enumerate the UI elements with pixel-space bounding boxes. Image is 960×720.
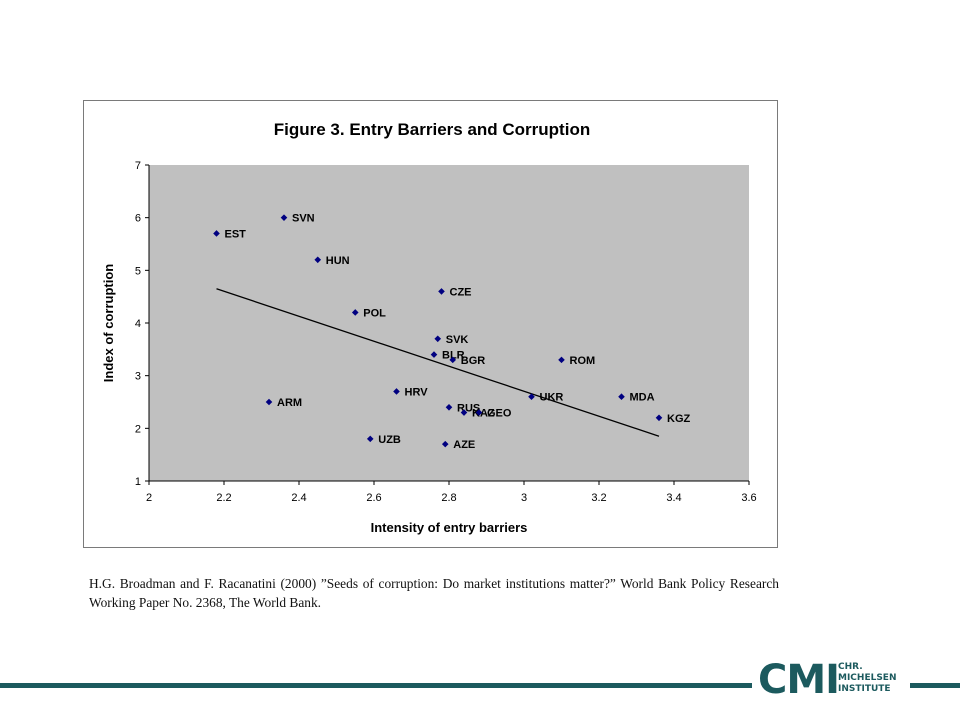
data-point-hun: HUN bbox=[314, 255, 350, 267]
data-point-blr: BLR bbox=[430, 350, 465, 362]
x-tick-label: 2.4 bbox=[291, 492, 306, 504]
point-label: BLR bbox=[442, 350, 465, 362]
footer-rule-left bbox=[0, 683, 752, 688]
point-label: POL bbox=[363, 307, 386, 319]
point-label: KGZ bbox=[667, 413, 691, 425]
point-label: CZE bbox=[450, 286, 472, 298]
x-tick-label: 3.6 bbox=[741, 492, 756, 504]
point-label: GEO bbox=[487, 408, 512, 420]
x-tick-label: 3 bbox=[521, 492, 527, 504]
x-axis-label: Intensity of entry barriers bbox=[371, 520, 528, 535]
point-label: SVN bbox=[292, 213, 315, 225]
logo-text: CHR. MICHELSEN INSTITUTE bbox=[838, 662, 897, 695]
data-point-geo: GEO bbox=[475, 408, 512, 420]
figure-frame: Figure 3. Entry Barriers and Corruption … bbox=[83, 100, 778, 548]
footer-rule-right bbox=[910, 683, 960, 688]
data-point-mda: MDA bbox=[618, 392, 655, 404]
point-marker bbox=[460, 409, 468, 416]
data-point-est: EST bbox=[213, 228, 246, 240]
logo-mark: CMI bbox=[758, 657, 840, 703]
x-tick-label: 3.2 bbox=[591, 492, 606, 504]
y-tick-label: 5 bbox=[135, 265, 141, 277]
y-tick-label: 7 bbox=[135, 160, 141, 172]
data-point-uzb: UZB bbox=[366, 434, 401, 446]
chart-title: Figure 3. Entry Barriers and Corruption bbox=[274, 120, 590, 139]
data-point-hrv: HRV bbox=[393, 386, 428, 398]
point-label: ROM bbox=[570, 355, 596, 367]
point-label: HUN bbox=[326, 255, 350, 267]
x-tick-label: 2.2 bbox=[216, 492, 231, 504]
y-tick-label: 2 bbox=[135, 423, 141, 435]
logo-line-1: CHR. bbox=[838, 662, 863, 672]
point-label: UZB bbox=[378, 434, 401, 446]
point-label: HRV bbox=[405, 386, 429, 398]
point-label: MDA bbox=[630, 392, 655, 404]
point-marker bbox=[314, 256, 322, 264]
cmi-logo: CMI CHR. MICHELSEN INSTITUTE bbox=[758, 658, 908, 702]
data-point-arm: ARM bbox=[265, 397, 302, 409]
data-point-aze: AZE bbox=[441, 439, 475, 451]
point-label: ARM bbox=[277, 397, 302, 409]
point-marker bbox=[655, 414, 663, 422]
point-label: BGR bbox=[461, 355, 486, 367]
y-axis-label: Index of corruption bbox=[101, 264, 116, 383]
data-point-pol: POL bbox=[351, 307, 386, 319]
x-axis-ticks: 2 2.2 2.4 2.6 2.8 3 3.2 3.4 3.6 bbox=[146, 481, 757, 504]
scatter-chart: Figure 3. Entry Barriers and Corruption … bbox=[101, 120, 757, 535]
y-tick-label: 1 bbox=[135, 476, 141, 488]
data-point-svk: SVK bbox=[434, 334, 468, 346]
point-label: AZE bbox=[453, 439, 475, 451]
plot-area bbox=[149, 165, 749, 481]
x-tick-label: 3.4 bbox=[666, 492, 681, 504]
logo-line-2: MICHELSEN bbox=[838, 673, 897, 683]
data-point-kgz: KGZ bbox=[655, 413, 691, 425]
point-label: SVK bbox=[446, 334, 469, 346]
figure-caption: H.G. Broadman and F. Racanatini (2000) ”… bbox=[89, 576, 779, 610]
point-marker bbox=[430, 351, 438, 358]
point-marker bbox=[441, 440, 449, 448]
point-marker bbox=[475, 409, 483, 416]
point-label: EST bbox=[225, 228, 247, 240]
x-tick-label: 2.8 bbox=[441, 492, 456, 504]
point-marker bbox=[213, 230, 220, 237]
point-label: UKR bbox=[540, 392, 564, 404]
point-marker bbox=[438, 288, 445, 295]
logo-line-3: INSTITUTE bbox=[838, 684, 891, 694]
y-axis-ticks: 1 2 3 4 5 6 7 bbox=[135, 160, 149, 488]
data-point-cze: CZE bbox=[438, 286, 472, 298]
point-marker bbox=[449, 356, 457, 364]
y-tick-label: 3 bbox=[135, 371, 141, 383]
data-point-bgr: BGR bbox=[449, 355, 485, 367]
point-marker bbox=[393, 388, 400, 395]
x-tick-label: 2.6 bbox=[366, 492, 381, 504]
trendline-group bbox=[216, 288, 660, 437]
point-marker bbox=[265, 398, 273, 406]
point-marker bbox=[366, 435, 374, 443]
y-tick-label: 6 bbox=[135, 213, 141, 225]
point-marker bbox=[618, 393, 625, 401]
y-tick-label: 4 bbox=[135, 318, 141, 330]
point-marker bbox=[351, 309, 359, 316]
point-marker bbox=[445, 403, 453, 411]
trendline bbox=[216, 288, 660, 437]
point-marker bbox=[434, 335, 442, 343]
x-tick-label: 2 bbox=[146, 492, 152, 504]
